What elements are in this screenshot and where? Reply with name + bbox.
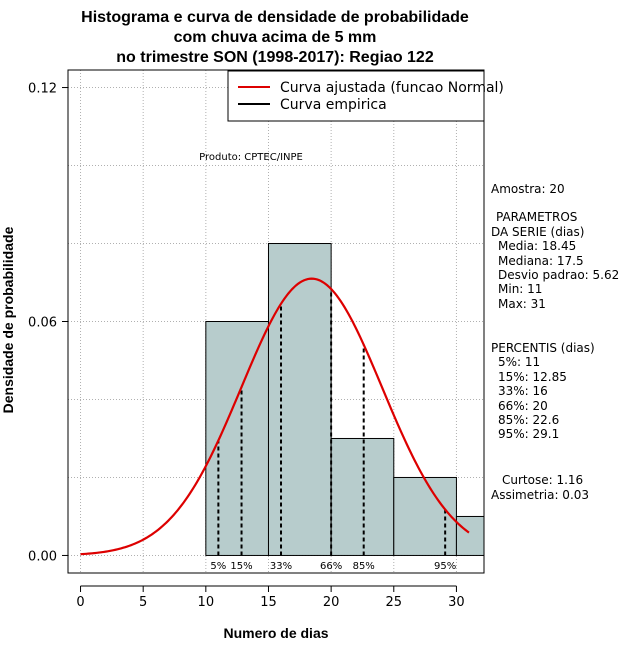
percentile-label: 66% bbox=[320, 561, 342, 572]
pct-5: 5%: 11 bbox=[498, 355, 540, 369]
params-title: PARAMETROS bbox=[496, 210, 577, 224]
x-tick-label: 10 bbox=[198, 595, 215, 610]
histogram-bar bbox=[267, 243, 332, 556]
legend-box bbox=[227, 70, 485, 122]
y-axis-title: Densidade de probabilidade bbox=[0, 226, 16, 413]
histogram-bar bbox=[330, 437, 395, 556]
percentile-label: 85% bbox=[353, 561, 375, 572]
histogram-bar bbox=[393, 476, 457, 556]
chart-title-line-2: com chuva acima de 5 mm bbox=[174, 29, 377, 46]
pct-33: 33%: 16 bbox=[498, 384, 548, 398]
stat-curtose: Curtose: 1.16 bbox=[502, 473, 583, 487]
product-label: Produto: CPTEC/INPE bbox=[199, 152, 303, 163]
x-tick-label: 25 bbox=[386, 595, 403, 610]
x-axis-title: Numero de dias bbox=[223, 625, 328, 641]
y-tick-label: 0.00 bbox=[28, 549, 57, 564]
statistics-panel: Amostra: 20 PARAMETROS DA SERIE (dias) M… bbox=[491, 182, 619, 502]
stat-mediana: Mediana: 17.5 bbox=[498, 254, 584, 268]
y-tick-label: 0.06 bbox=[28, 316, 57, 331]
legend-empirical-label: Curva empirica bbox=[280, 97, 387, 113]
fitted-normal-curve bbox=[80, 277, 470, 556]
percentile-label: 15% bbox=[230, 561, 252, 572]
chart-title-line-3: no trimestre SON (1998-2017): Regiao 122 bbox=[116, 49, 434, 66]
stat-assimetria: Assimetria: 0.03 bbox=[491, 488, 589, 502]
params-subtitle: DA SERIE (dias) bbox=[491, 225, 584, 239]
percentile-lines: 5% 15% 33% 66% 85% 95% bbox=[210, 288, 456, 572]
stat-desvio: Desvio padrao: 5.62 bbox=[498, 268, 619, 282]
x-axis: 0 5 10 15 20 25 30 bbox=[76, 585, 465, 610]
stat-min: Min: 11 bbox=[498, 282, 542, 296]
x-tick-label: 15 bbox=[260, 595, 277, 610]
stat-max: Max: 31 bbox=[498, 297, 546, 311]
percentis-title: PERCENTIS (dias) bbox=[491, 341, 595, 355]
x-tick-label: 20 bbox=[323, 595, 340, 610]
pct-15: 15%: 12.85 bbox=[498, 370, 567, 384]
sample-size: Amostra: 20 bbox=[491, 182, 565, 196]
x-tick-label: 5 bbox=[139, 595, 147, 610]
x-tick-label: 30 bbox=[448, 595, 465, 610]
y-tick-label: 0.12 bbox=[28, 82, 57, 97]
percentile-label: 95% bbox=[434, 561, 456, 572]
chart-title-line-1: Histograma e curva de densidade de proba… bbox=[81, 9, 469, 26]
y-axis: 0.00 0.06 0.12 bbox=[28, 82, 69, 564]
percentile-label: 5% bbox=[210, 561, 226, 572]
x-tick-label: 0 bbox=[76, 595, 84, 610]
stat-media: Media: 18.45 bbox=[498, 239, 576, 253]
percentile-label: 33% bbox=[270, 561, 292, 572]
fitted-curve bbox=[80, 277, 470, 556]
histogram-bar bbox=[455, 515, 485, 556]
legend: Curva ajustada (funcao Normal) Curva emp… bbox=[227, 70, 504, 122]
histogram-bar bbox=[205, 321, 269, 556]
legend-fitted-label: Curva ajustada (funcao Normal) bbox=[280, 80, 504, 96]
pct-95: 95%: 29.1 bbox=[498, 427, 559, 441]
pct-85: 85%: 22.6 bbox=[498, 413, 559, 427]
pct-66: 66%: 20 bbox=[498, 399, 548, 413]
